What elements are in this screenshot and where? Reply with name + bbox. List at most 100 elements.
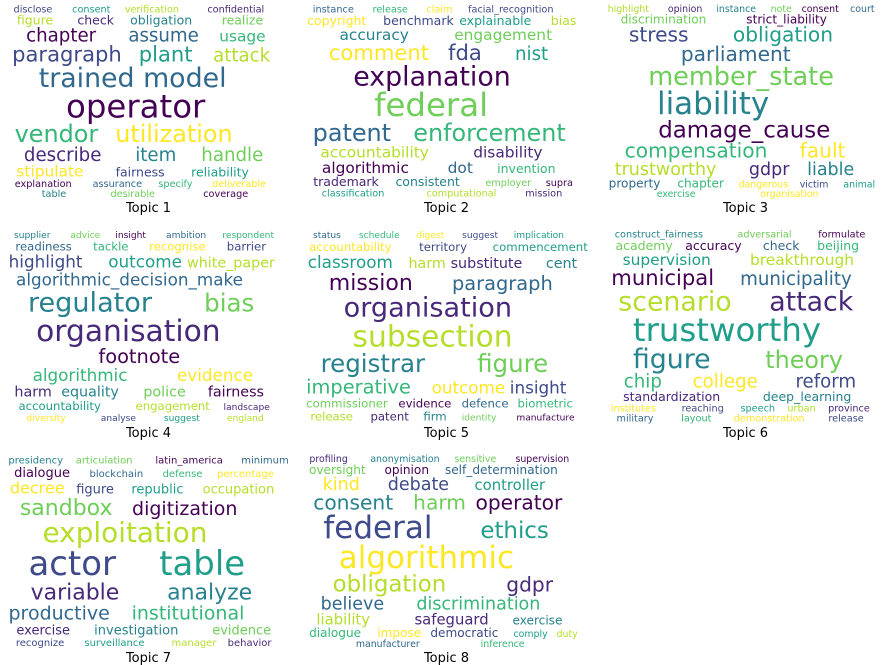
word: plant — [139, 42, 193, 67]
word: territory — [419, 240, 467, 254]
word: invention — [497, 161, 555, 176]
word: check — [763, 238, 800, 253]
word: harm — [413, 491, 466, 515]
word: describe — [24, 145, 101, 166]
word: computational — [426, 189, 496, 200]
word: accountability — [18, 399, 100, 413]
word: inference — [481, 639, 525, 650]
word: evidence — [177, 365, 253, 385]
topic-caption: Topic 3 — [722, 201, 768, 216]
word: dangerous — [739, 180, 789, 191]
word: safeguard — [414, 612, 488, 629]
word: instance — [313, 5, 354, 16]
word: figure — [76, 482, 114, 497]
cloud-background — [604, 4, 887, 199]
word: accountability — [320, 144, 429, 162]
word: latin_america — [155, 456, 222, 467]
word: outcome — [432, 377, 506, 397]
word: highlight — [9, 252, 83, 272]
word: trained model — [39, 63, 227, 94]
word: handle — [201, 145, 263, 166]
word: attack — [769, 286, 854, 317]
word: digitization — [132, 498, 237, 520]
word: member_state — [648, 62, 834, 92]
word: algorithmic — [322, 159, 409, 177]
word: commissioner — [306, 396, 388, 410]
word: engagement — [454, 26, 552, 44]
word: disability — [473, 144, 542, 162]
word: diversity — [26, 414, 66, 424]
word: desirable — [110, 189, 155, 200]
word: sensitive — [455, 454, 497, 465]
word: implication — [514, 231, 564, 241]
word: confidential — [207, 4, 264, 15]
word: copyright — [307, 13, 366, 28]
topic-caption: Topic 6 — [722, 426, 768, 441]
word: animal — [843, 180, 875, 191]
word: white_paper — [187, 256, 275, 272]
word: accuracy — [685, 238, 742, 253]
word: subsection — [353, 319, 513, 354]
word: opinion — [668, 4, 703, 15]
word: classification — [322, 189, 385, 200]
word-cloud: disclose consent verification confidential f… — [7, 4, 290, 200]
word: outcome — [108, 252, 182, 272]
word: supervision — [623, 251, 711, 269]
cloud-background — [7, 4, 290, 199]
word: reaching — [682, 404, 724, 415]
word: standardization — [623, 389, 720, 404]
word: figure — [633, 344, 711, 375]
word: obligation — [733, 23, 833, 47]
word: disclose — [14, 4, 53, 15]
word: oversight — [309, 463, 366, 477]
word: cent — [546, 256, 578, 272]
word: parliament — [681, 42, 791, 66]
word: college — [693, 372, 758, 393]
word: exercise — [657, 189, 696, 200]
word: landscape — [224, 403, 271, 413]
cloud-background — [604, 229, 887, 424]
word: explanation — [353, 61, 510, 92]
word: instance — [716, 4, 756, 15]
word: supplier — [14, 231, 51, 241]
word: readiness — [15, 240, 71, 254]
word: sandbox — [20, 496, 113, 521]
word: defence — [462, 396, 509, 410]
word: exercise — [16, 623, 70, 638]
word: stipulate — [16, 162, 83, 180]
word: enforcement — [413, 119, 565, 147]
topic-caption: Topic 7 — [125, 651, 171, 665]
word: comment — [329, 40, 429, 65]
word: articulation — [76, 456, 133, 467]
word: advice — [70, 231, 100, 241]
cloud-background — [305, 229, 588, 424]
word: registrar — [321, 349, 426, 378]
word: discrimination — [416, 595, 540, 615]
word: substitute — [451, 256, 523, 272]
topic-caption: Topic 5 — [423, 426, 469, 441]
word: municipality — [740, 269, 852, 290]
word: mission — [525, 189, 562, 200]
word: reliability — [191, 164, 249, 179]
word: dialogue — [309, 626, 361, 640]
word: operator — [476, 491, 564, 515]
word: opinion — [384, 463, 429, 477]
word: scenario — [618, 286, 731, 317]
word: patent — [313, 119, 391, 147]
word: evidence — [212, 623, 271, 638]
word: barrier — [227, 240, 266, 254]
word: liable — [807, 160, 854, 180]
word: exploitation — [43, 516, 208, 549]
word: fda — [448, 40, 482, 65]
word: paragraph — [452, 272, 553, 295]
word: behavior — [228, 638, 273, 649]
word: equality — [61, 385, 119, 401]
word: attack — [213, 46, 271, 67]
word: release — [373, 5, 408, 16]
word: breakthrough — [750, 251, 854, 269]
word: kind — [323, 475, 360, 495]
word: algorithmic_decision_make — [16, 269, 243, 290]
word: damage_cause — [658, 117, 830, 143]
word: utilization — [115, 120, 232, 148]
